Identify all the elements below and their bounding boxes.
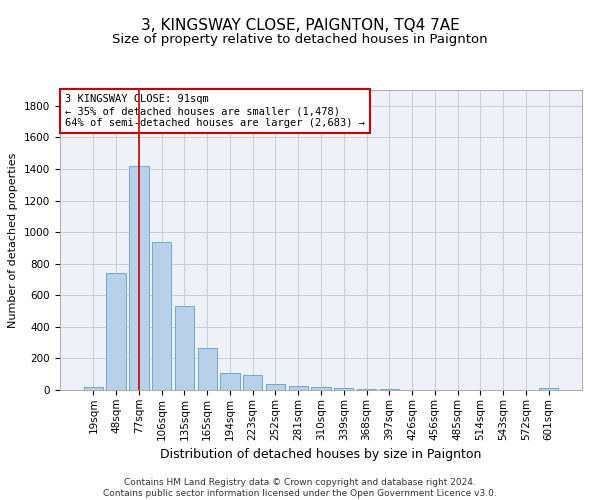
Bar xyxy=(539,388,558,390)
X-axis label: Distribution of detached houses by size in Paignton: Distribution of detached houses by size … xyxy=(160,448,482,461)
Bar xyxy=(106,273,126,390)
Bar xyxy=(334,388,353,390)
Bar xyxy=(380,389,399,390)
Bar xyxy=(197,348,217,390)
Bar xyxy=(289,386,308,390)
Text: 3 KINGSWAY CLOSE: 91sqm
← 35% of detached houses are smaller (1,478)
64% of semi: 3 KINGSWAY CLOSE: 91sqm ← 35% of detache… xyxy=(65,94,365,128)
Text: Size of property relative to detached houses in Paignton: Size of property relative to detached ho… xyxy=(112,32,488,46)
Bar xyxy=(220,374,239,390)
Bar xyxy=(129,166,149,390)
Bar xyxy=(84,387,103,390)
Bar xyxy=(311,387,331,390)
Bar xyxy=(266,384,285,390)
Bar xyxy=(175,306,194,390)
Bar xyxy=(243,375,262,390)
Y-axis label: Number of detached properties: Number of detached properties xyxy=(8,152,19,328)
Bar xyxy=(357,388,376,390)
Text: 3, KINGSWAY CLOSE, PAIGNTON, TQ4 7AE: 3, KINGSWAY CLOSE, PAIGNTON, TQ4 7AE xyxy=(140,18,460,32)
Bar xyxy=(152,242,172,390)
Text: Contains HM Land Registry data © Crown copyright and database right 2024.
Contai: Contains HM Land Registry data © Crown c… xyxy=(103,478,497,498)
